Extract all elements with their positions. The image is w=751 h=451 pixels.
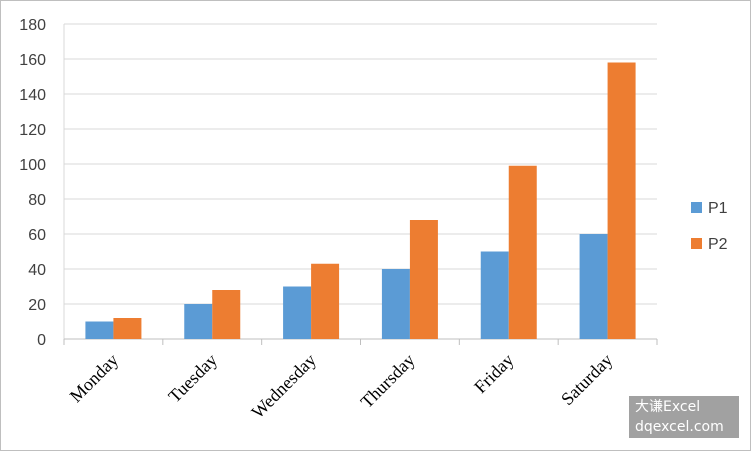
bar-p1-saturday bbox=[579, 234, 608, 339]
x-category-label: Tuesday bbox=[164, 350, 221, 407]
y-tick-label: 80 bbox=[28, 192, 46, 209]
y-tick-label: 100 bbox=[19, 157, 46, 174]
bar-p1-friday bbox=[480, 251, 509, 339]
legend-swatch-p2 bbox=[691, 238, 702, 249]
bar-p2-monday bbox=[113, 318, 142, 339]
x-category-label: Thursday bbox=[357, 350, 419, 412]
y-axis-tick-labels: 0 20 40 60 80 100 120 140 160 180 bbox=[19, 17, 46, 349]
gridlines bbox=[63, 23, 658, 345]
y-tick-label: 120 bbox=[19, 122, 46, 139]
legend-label-p1: P1 bbox=[708, 200, 728, 217]
x-axis-category-labels: Monday Tuesday Wednesday Thursday Friday Satu… bbox=[66, 350, 617, 423]
x-category-label: Monday bbox=[66, 350, 123, 407]
watermark-line2: dqexcel.com bbox=[635, 419, 724, 435]
bar-p1-monday bbox=[85, 321, 114, 339]
bar-p2-thursday bbox=[409, 220, 438, 339]
bar-p1-tuesday bbox=[184, 304, 213, 339]
watermark-logo: 大谦Excel dqexcel.com bbox=[629, 396, 739, 438]
y-tick-label: 0 bbox=[37, 332, 46, 349]
legend-swatch-p1 bbox=[691, 202, 702, 213]
y-tick-label: 60 bbox=[28, 227, 46, 244]
bar-p2-wednesday bbox=[311, 263, 340, 339]
watermark-line1: 大谦Excel bbox=[635, 399, 701, 415]
x-category-label: Wednesday bbox=[247, 350, 320, 423]
x-category-label: Friday bbox=[470, 350, 517, 397]
bar-p2-tuesday bbox=[212, 290, 241, 339]
y-tick-label: 160 bbox=[19, 52, 46, 69]
bar-p1-wednesday bbox=[283, 286, 312, 339]
bar-p2-saturday bbox=[607, 62, 636, 339]
bars bbox=[85, 62, 636, 339]
x-category-label: Saturday bbox=[557, 350, 616, 409]
bar-p1-thursday bbox=[381, 269, 410, 339]
legend-label-p2: P2 bbox=[708, 236, 728, 253]
legend: P1 P2 bbox=[691, 200, 728, 253]
y-tick-label: 20 bbox=[28, 297, 46, 314]
y-tick-label: 180 bbox=[19, 17, 46, 34]
bar-p2-friday bbox=[508, 165, 537, 339]
y-tick-label: 140 bbox=[19, 87, 46, 104]
y-tick-label: 40 bbox=[28, 262, 46, 279]
